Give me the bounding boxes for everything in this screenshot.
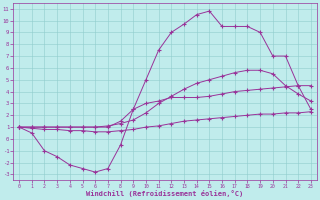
X-axis label: Windchill (Refroidissement éolien,°C): Windchill (Refroidissement éolien,°C): [86, 190, 244, 197]
